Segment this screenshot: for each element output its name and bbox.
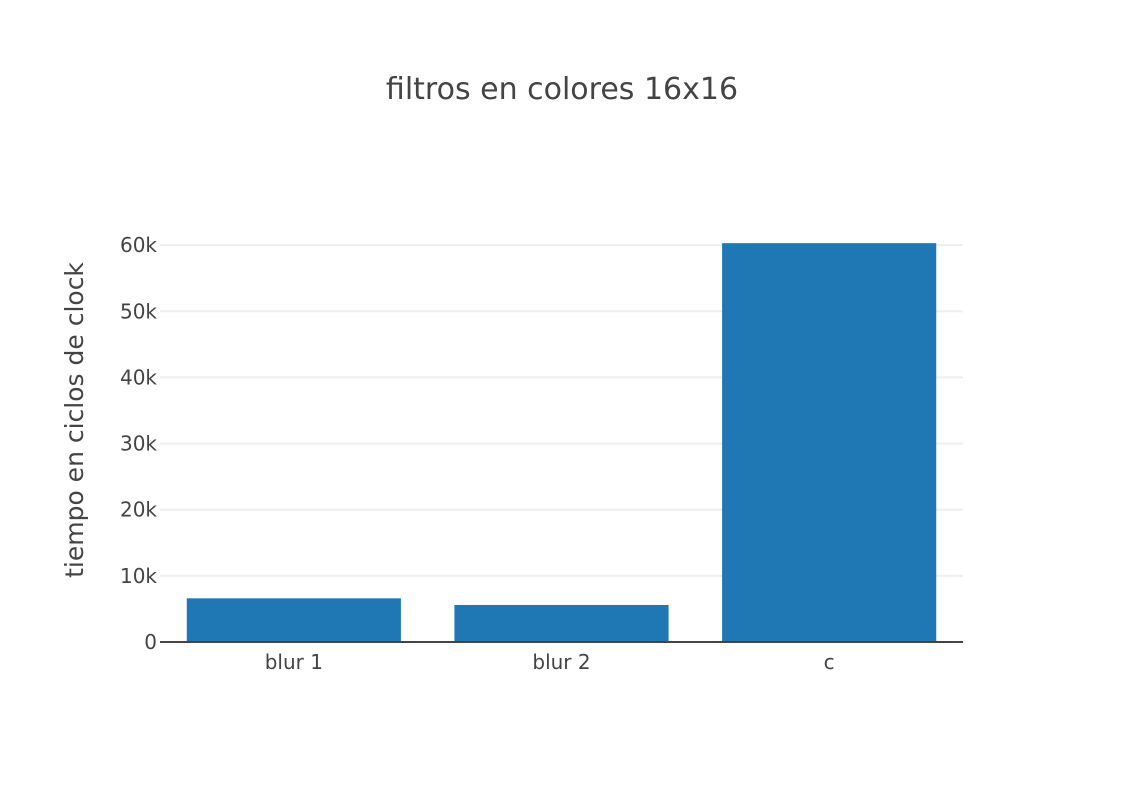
y-axis-title: tiempo en ciclos de clock — [60, 262, 89, 578]
bars — [186, 243, 937, 643]
y-tick-label: 40k — [120, 365, 157, 389]
bar — [722, 243, 937, 643]
y-tick-label: 30k — [120, 432, 157, 456]
y-tick-labels: 0 10k 20k 30k 40k 50k 60k — [120, 233, 157, 654]
y-tick-label: 20k — [120, 498, 157, 522]
y-tick-label: 10k — [120, 564, 157, 588]
chart-title: filtros en colores 16x16 — [386, 72, 738, 107]
bar — [186, 598, 401, 642]
y-tick-label: 50k — [120, 299, 157, 323]
y-tick-label: 0 — [144, 630, 157, 654]
bar — [454, 604, 669, 642]
x-tick-label: c — [824, 650, 835, 674]
x-tick-labels: blur 1 blur 2 c — [265, 650, 835, 674]
x-tick-label: blur 1 — [265, 650, 323, 674]
y-tick-label: 60k — [120, 233, 157, 257]
x-tick-label: blur 2 — [532, 650, 590, 674]
